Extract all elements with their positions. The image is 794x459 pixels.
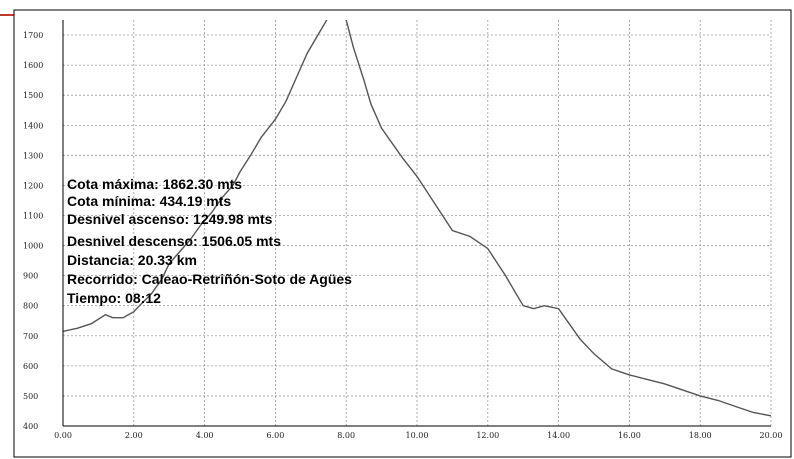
- y-tick-label: 1700: [23, 31, 43, 40]
- y-tick-labels: 400 500 600 700 800 900 1000 1100 1200 1300 1400 15…: [23, 31, 43, 431]
- x-tick-label: 20.00: [760, 431, 783, 440]
- info-cota-maxima: Cota máxima: 1862.30 mts: [67, 176, 242, 192]
- y-tick-label: 1600: [23, 61, 43, 70]
- series-layer: [63, 20, 771, 417]
- info-tiempo: Tiempo: 08:12: [67, 290, 161, 306]
- y-tick-label: 400: [23, 422, 38, 431]
- x-tick-label: 18.00: [689, 431, 712, 440]
- chart-border: [13, 9, 792, 458]
- info-distancia: Distancia: 20.33 km: [67, 252, 197, 268]
- y-tick-label: 1500: [23, 91, 43, 100]
- x-tick-label: 0.00: [54, 431, 72, 440]
- x-tick-label: 16.00: [618, 431, 641, 440]
- info-recorrido: Recorrido: Caleao-Retriñón-Soto de Agües: [67, 271, 352, 287]
- elevation-line: [63, 20, 771, 417]
- y-tick-label: 1100: [23, 211, 43, 220]
- y-tick-label: 1400: [23, 121, 43, 130]
- x-tick-label: 4.00: [196, 431, 214, 440]
- x-tick-label: 12.00: [476, 431, 499, 440]
- info-desnivel-ascenso: Desnivel ascenso: 1249.98 mts: [67, 211, 273, 227]
- y-tick-label: 500: [23, 392, 38, 401]
- x-tick-label: 14.00: [547, 431, 570, 440]
- info-box: Cota máxima: 1862.30 mts Cota mínima: 43…: [67, 176, 352, 306]
- grid: [62, 20, 772, 427]
- y-tick-label: 700: [23, 332, 38, 341]
- y-tick-label: 900: [23, 272, 38, 281]
- x-tick-label: 8.00: [337, 431, 355, 440]
- y-tick-label: 1200: [23, 181, 43, 190]
- x-tick-label: 2.00: [125, 431, 143, 440]
- info-cota-minima: Cota mínima: 434.19 mts: [67, 193, 231, 209]
- info-desnivel-descenso: Desnivel descenso: 1506.05 mts: [67, 233, 281, 249]
- y-tick-label: 1000: [23, 242, 43, 251]
- y-tick-label: 1300: [23, 151, 43, 160]
- x-tick-labels: 0.00 2.00 4.00 6.00 8.00 10.00 12.00 14.00 16.00…: [54, 431, 782, 440]
- y-tick-label: 800: [23, 302, 38, 311]
- y-tick-label: 600: [23, 362, 38, 371]
- x-tick-label: 10.00: [406, 431, 429, 440]
- x-tick-label: 6.00: [266, 431, 284, 440]
